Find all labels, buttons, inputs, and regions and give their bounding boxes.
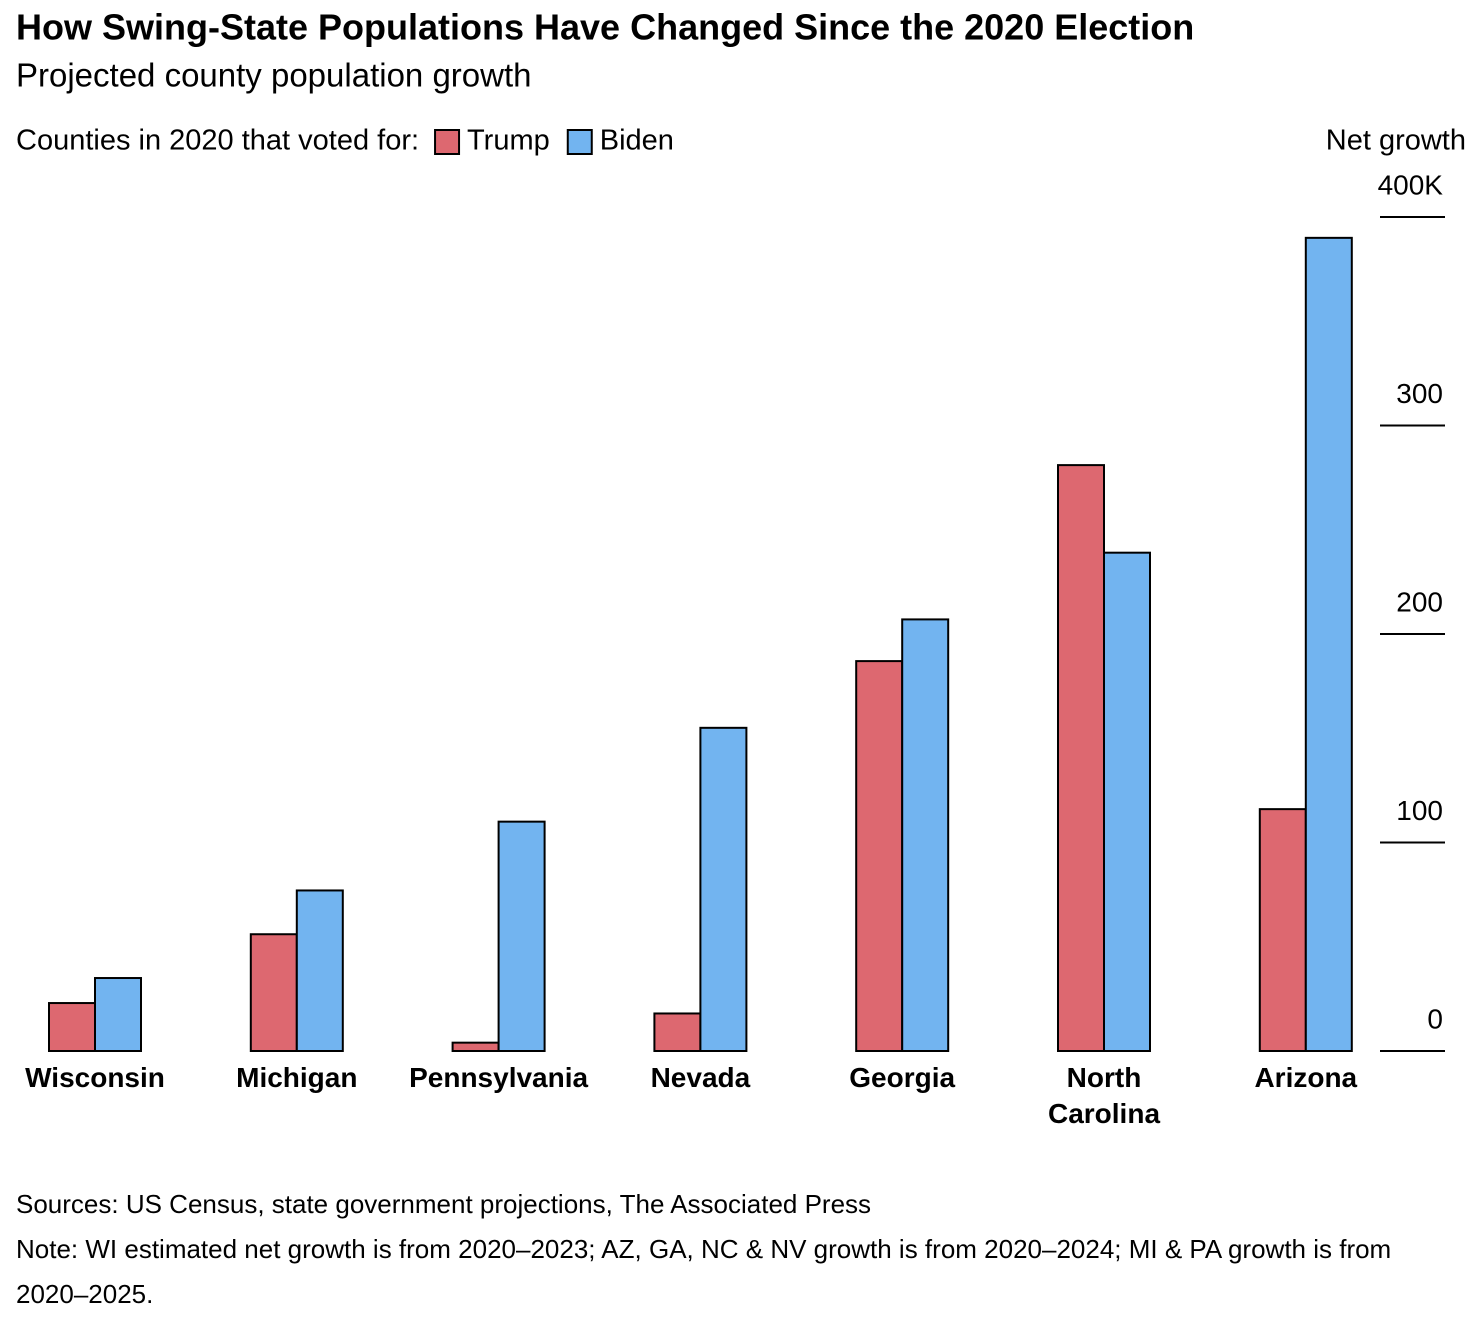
bar [295, 889, 344, 1053]
bar [497, 820, 546, 1053]
y-tick-label: 200 [1396, 586, 1443, 617]
legend-title: Counties in 2020 that voted for: [16, 125, 419, 157]
x-tick-label: Michigan [236, 1062, 358, 1093]
bar [901, 618, 950, 1053]
x-tick-label: Georgia [849, 1062, 956, 1093]
bar [855, 660, 904, 1052]
bar [249, 933, 298, 1052]
source: Sources: US Census, state government pro… [16, 1189, 872, 1219]
x-tick-label: Pennsylvania [409, 1062, 589, 1093]
bar [48, 1002, 96, 1052]
bar [653, 1012, 702, 1052]
legend-label: Biden [600, 125, 674, 157]
y-tick-label: 100 [1396, 795, 1443, 826]
chart-title: How Swing-State Populations Have Changed… [16, 7, 1194, 48]
chart-subtitle: Projected county population growth [16, 57, 532, 94]
legend-swatch [566, 129, 593, 155]
x-tick-label: North Carolina [1047, 1062, 1161, 1129]
x-tick-label: Arizona [1254, 1062, 1358, 1093]
y-tick-label: 400K [1378, 169, 1444, 200]
note: Note: WI estimated net growth is from 20… [16, 1234, 1392, 1309]
x-tick-label: Wisconsin [25, 1062, 165, 1093]
bar [1103, 551, 1151, 1052]
legend-swatch [434, 129, 461, 155]
bar [699, 726, 748, 1052]
bar [451, 1041, 500, 1053]
bar [1258, 808, 1307, 1053]
y-tick-label: 300 [1396, 378, 1443, 409]
bar [1057, 464, 1105, 1052]
y-tick-label: 0 [1427, 1003, 1443, 1034]
bar [1304, 236, 1353, 1053]
y-axis-label: Net growth [1326, 125, 1466, 157]
legend-label: Trump [467, 125, 550, 157]
x-tick-label: Nevada [650, 1062, 751, 1093]
bar [94, 977, 142, 1053]
